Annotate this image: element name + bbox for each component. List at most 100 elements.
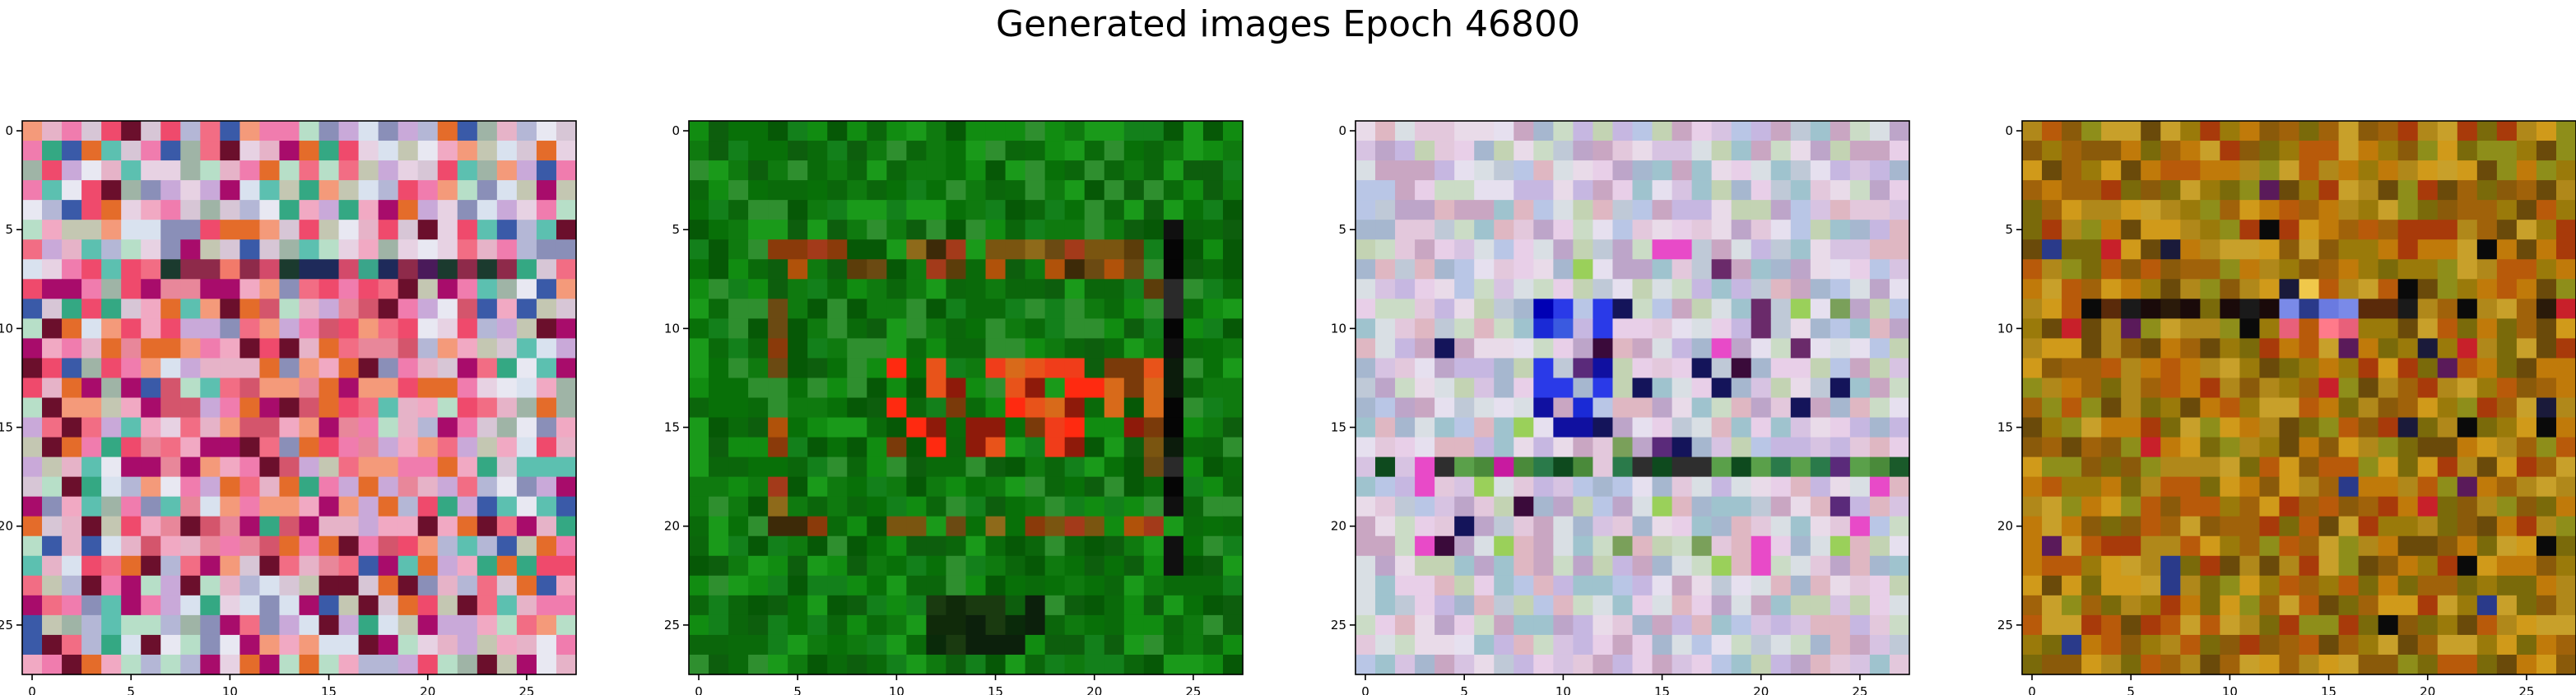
- pixel: [1770, 299, 1792, 319]
- pixel: [1652, 555, 1673, 577]
- pixel: [239, 634, 261, 656]
- pixel: [398, 338, 419, 359]
- pixel: [378, 239, 399, 260]
- pixel: [1005, 259, 1026, 280]
- pixel: [1889, 259, 1910, 280]
- pixel: [1770, 378, 1792, 399]
- pixel: [1751, 456, 1772, 478]
- pixel: [2081, 516, 2102, 537]
- pixel: [1454, 239, 1475, 260]
- pixel: [2062, 595, 2082, 616]
- pixel: [1889, 338, 1910, 359]
- pixel: [2516, 121, 2537, 141]
- pixel: [1222, 338, 1244, 359]
- pixel: [299, 299, 320, 319]
- pixel: [1494, 437, 1514, 458]
- pixel: [556, 535, 577, 557]
- pixel: [417, 180, 439, 201]
- pixel: [556, 555, 577, 577]
- pixel: [2417, 299, 2439, 319]
- pixel: [1494, 654, 1514, 675]
- pixel: [2437, 259, 2458, 280]
- pixel: [1123, 555, 1145, 577]
- pixel: [1869, 239, 1890, 260]
- pixel: [709, 496, 729, 517]
- pixel: [2299, 654, 2320, 675]
- pixel: [1064, 200, 1086, 220]
- pixel: [101, 378, 122, 399]
- pixel: [101, 476, 122, 498]
- pixel: [886, 516, 907, 537]
- pixel: [2437, 456, 2458, 478]
- pixel: [1202, 417, 1224, 438]
- pixel: [2121, 299, 2141, 319]
- pixel: [965, 141, 987, 161]
- pixel: [180, 417, 201, 438]
- pixel: [788, 259, 808, 280]
- pixel: [2457, 456, 2478, 478]
- pixel: [1869, 160, 1890, 181]
- pixel: [1202, 397, 1224, 419]
- pixel: [2022, 338, 2043, 359]
- pixel: [2081, 456, 2102, 478]
- pixel: [1044, 634, 1066, 656]
- pixel: [1025, 476, 1046, 498]
- pixel: [1889, 239, 1910, 260]
- pixel: [457, 496, 478, 517]
- pixel: [1711, 378, 1732, 399]
- pixel: [1652, 220, 1673, 240]
- pixel: [1573, 516, 1594, 537]
- pixel: [1434, 220, 1455, 240]
- pixel: [2397, 516, 2419, 537]
- pixel: [2200, 239, 2220, 260]
- pixel: [1474, 397, 1495, 419]
- pixel: [1830, 180, 1851, 201]
- pixel: [847, 318, 867, 339]
- pixel: [259, 378, 281, 399]
- pixel: [2437, 299, 2458, 319]
- pixel: [1830, 358, 1851, 379]
- pixel: [556, 476, 577, 498]
- pixel: [768, 634, 788, 656]
- x-tick-label: 0: [28, 684, 36, 695]
- pixel: [1434, 437, 1455, 458]
- pixel: [101, 318, 122, 339]
- pixel: [516, 397, 537, 419]
- pixel: [2259, 200, 2281, 220]
- pixel: [1751, 299, 1772, 319]
- pixel: [1415, 259, 1435, 280]
- pixel: [22, 437, 43, 458]
- pixel: [516, 200, 537, 220]
- pixel: [1434, 535, 1455, 557]
- pixel: [180, 476, 201, 498]
- pixel: [2299, 279, 2320, 299]
- pixel: [319, 496, 340, 517]
- pixel: [141, 338, 161, 359]
- pixel: [2457, 476, 2478, 498]
- pixel: [867, 318, 887, 339]
- pixel: [1770, 516, 1792, 537]
- pixel: [1514, 141, 1534, 161]
- pixel: [536, 397, 557, 419]
- pixel: [1514, 338, 1534, 359]
- pixel: [1593, 535, 1614, 557]
- pixel: [788, 141, 808, 161]
- pixel: [965, 378, 987, 399]
- pixel: [2042, 476, 2062, 498]
- pixel: [2476, 614, 2498, 636]
- pixel: [1553, 575, 1574, 596]
- pixel: [985, 614, 1007, 636]
- pixel: [1494, 318, 1514, 339]
- pixel: [141, 200, 161, 220]
- pixel: [1731, 239, 1752, 260]
- pixel: [1355, 338, 1376, 359]
- pixel: [338, 535, 360, 557]
- pixel: [2121, 121, 2141, 141]
- pixel: [437, 516, 458, 537]
- pixel: [1790, 456, 1811, 478]
- pixel: [299, 535, 320, 557]
- pixel: [1553, 358, 1574, 379]
- pixel: [2022, 121, 2043, 141]
- pixel: [1183, 516, 1204, 537]
- pixel: [847, 634, 867, 656]
